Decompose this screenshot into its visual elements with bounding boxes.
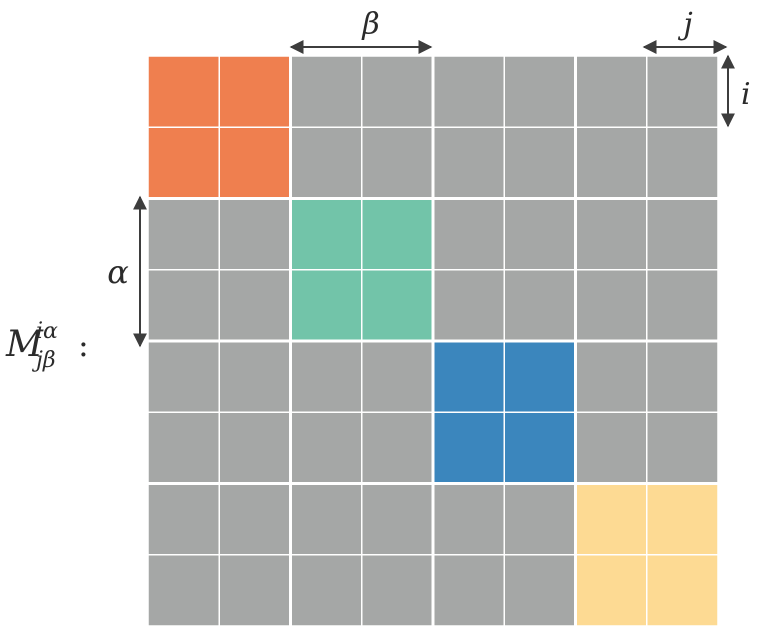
beta-label: β <box>361 7 379 42</box>
matrix-cell <box>361 55 434 128</box>
diagonal-block-2-cell <box>361 269 434 342</box>
matrix-letter: M <box>5 324 44 365</box>
matrix-cell <box>289 411 363 485</box>
matrix-cell <box>218 554 292 627</box>
diagonal-block-1-cell <box>147 126 220 200</box>
matrix-cell <box>646 269 719 342</box>
matrix-cell <box>218 340 292 413</box>
alpha-label: α <box>107 253 129 291</box>
matrix-cell <box>361 482 434 556</box>
matrix-cell <box>361 126 434 200</box>
matrix-cell <box>503 482 577 556</box>
j-label: j <box>677 7 692 42</box>
diagonal-block-4-cell <box>646 554 719 627</box>
i-label: i <box>741 77 751 112</box>
matrix-cell <box>503 55 577 128</box>
matrix-cell <box>432 126 505 200</box>
matrix-cell <box>218 197 292 271</box>
matrix-colon: : <box>78 326 89 364</box>
matrix-cell <box>646 126 719 200</box>
diagonal-block-4-cell <box>574 482 648 556</box>
matrix-cell <box>432 197 505 271</box>
diagonal-block-3-cell <box>432 340 505 413</box>
matrix-cell <box>289 126 363 200</box>
matrix-cell <box>503 554 577 627</box>
matrix-cell <box>646 197 719 271</box>
matrix-cell <box>147 269 220 342</box>
diagonal-block-1-cell <box>147 55 220 128</box>
matrix-cell <box>289 482 363 556</box>
matrix-cell <box>289 554 363 627</box>
matrix-cell <box>218 269 292 342</box>
diagonal-block-3-cell <box>432 411 505 485</box>
matrix-grid <box>147 55 719 627</box>
matrix-cell <box>361 554 434 627</box>
matrix-cell <box>289 340 363 413</box>
diagonal-block-3-cell <box>503 411 577 485</box>
matrix-cell <box>432 55 505 128</box>
diagonal-block-4-cell <box>646 482 719 556</box>
matrix-cell <box>432 269 505 342</box>
matrix-cell <box>574 411 648 485</box>
matrix-symbol: M iα jβ : <box>5 319 89 373</box>
matrix-subscript: jβ <box>31 348 56 373</box>
matrix-cell <box>289 55 363 128</box>
matrix-cell <box>147 340 220 413</box>
diagonal-block-2-cell <box>361 197 434 271</box>
matrix-cell <box>432 482 505 556</box>
matrix-cell <box>361 411 434 485</box>
matrix-cell <box>574 269 648 342</box>
matrix-cell <box>646 340 719 413</box>
diagonal-block-1-cell <box>218 126 292 200</box>
diagonal-block-2-cell <box>289 269 363 342</box>
matrix-cell <box>646 411 719 485</box>
matrix-cell <box>574 126 648 200</box>
matrix-cell <box>147 554 220 627</box>
matrix-cell <box>218 482 292 556</box>
matrix-cell <box>574 197 648 271</box>
diagonal-block-1-cell <box>218 55 292 128</box>
matrix-cell <box>503 126 577 200</box>
matrix-cell <box>432 554 505 627</box>
matrix-cell <box>361 340 434 413</box>
matrix-cell <box>503 269 577 342</box>
matrix-cell <box>503 197 577 271</box>
matrix-cell <box>646 55 719 128</box>
matrix-cell <box>147 197 220 271</box>
diagonal-block-4-cell <box>574 554 648 627</box>
matrix-cell <box>147 411 220 485</box>
matrix-cell <box>218 411 292 485</box>
matrix-cell <box>147 482 220 556</box>
matrix-cell <box>574 340 648 413</box>
matrix-cell <box>574 55 648 128</box>
matrix-superscript: iα <box>36 319 58 344</box>
diagonal-block-2-cell <box>289 197 363 271</box>
diagonal-block-3-cell <box>503 340 577 413</box>
